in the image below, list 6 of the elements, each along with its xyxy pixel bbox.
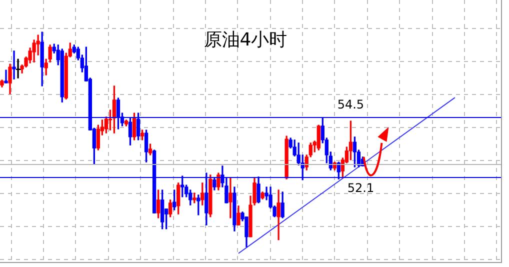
candlestick <box>12 50 16 80</box>
candlestick <box>4 70 8 84</box>
chart-title: 原油4小时 <box>204 30 288 51</box>
annotation: 52.1 <box>347 181 374 196</box>
annotation: 54.5 <box>337 97 364 112</box>
candlestick <box>228 178 232 218</box>
